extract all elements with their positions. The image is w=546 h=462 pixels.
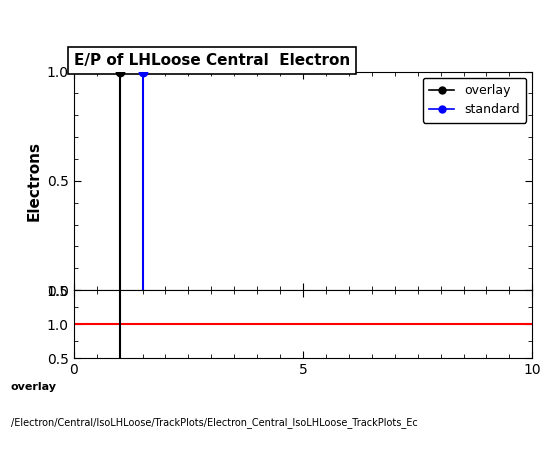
Text: E/P of LHLoose Central  Electron: E/P of LHLoose Central Electron — [74, 53, 350, 67]
Y-axis label: Electrons: Electrons — [26, 141, 41, 221]
Legend: overlay, standard: overlay, standard — [423, 78, 526, 122]
Text: /Electron/Central/IsoLHLoose/TrackPlots/Electron_Central_IsoLHLoose_TrackPlots_E: /Electron/Central/IsoLHLoose/TrackPlots/… — [11, 417, 418, 428]
Text: overlay: overlay — [11, 383, 57, 392]
